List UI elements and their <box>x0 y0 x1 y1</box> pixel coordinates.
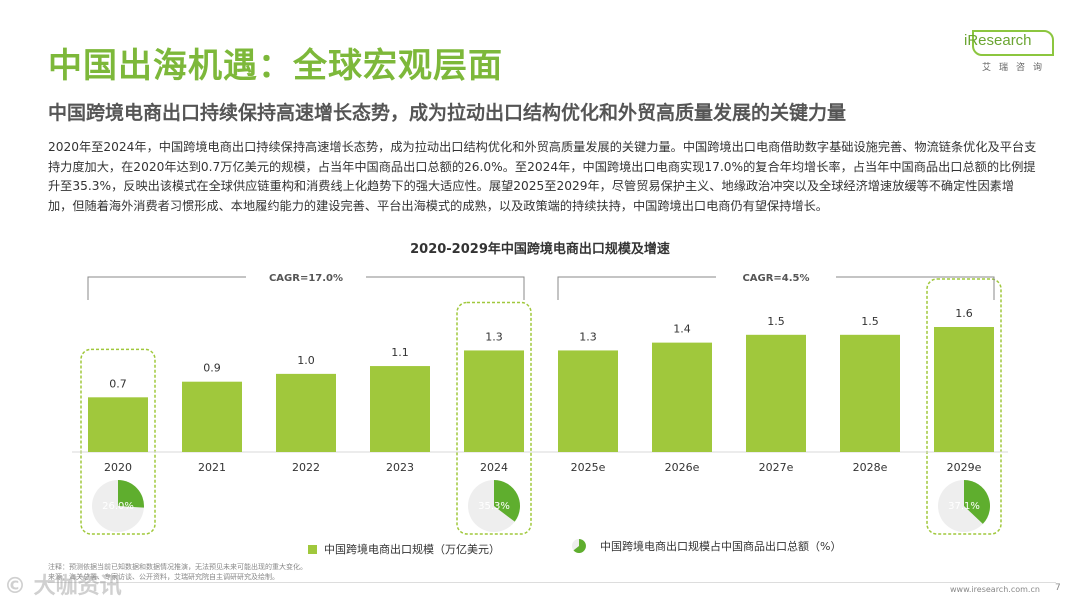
page-title: 中国出海机遇：全球宏观层面 <box>48 46 503 86</box>
bar-value-label-2025e: 1.3 <box>579 330 597 343</box>
body-paragraph: 2020年至2024年，中国跨境电商出口持续保持高速增长态势，成为拉动出口结构优… <box>48 140 1037 213</box>
legend-bar: 中国跨境电商出口规模（万亿美元） <box>308 541 500 557</box>
share-pie-slice-2029e <box>964 479 991 524</box>
bar-2023 <box>370 366 430 452</box>
x-tick-label-2021: 2021 <box>198 461 226 474</box>
bar-value-label-2028e: 1.5 <box>861 315 879 328</box>
legend-pie-label: 中国跨境电商出口规模占中国商品出口总额（%） <box>600 540 842 553</box>
share-pie-slice-2020 <box>118 479 145 508</box>
page-subtitle: 中国跨境电商出口持续保持高速增长态势，成为拉动出口结构优化和外贸高质量发展的关键… <box>48 102 847 124</box>
page-number: 7 <box>1055 583 1061 593</box>
highlight-frame-2024 <box>456 301 532 535</box>
x-tick-label-2026e: 2026e <box>665 461 700 474</box>
x-tick-label-2025e: 2025e <box>571 461 606 474</box>
bar-value-label-2023: 1.1 <box>391 346 409 359</box>
x-tick-label-2029e: 2029e <box>947 461 982 474</box>
share-pie-label-2024: 35.3% <box>478 501 510 512</box>
bar-value-label-2021: 0.9 <box>203 362 221 375</box>
x-tick-label-2023: 2023 <box>386 461 414 474</box>
legend-pie: 中国跨境电商出口规模占中国商品出口总额（%） <box>572 538 841 554</box>
cagr-bracket-left-0 <box>87 276 246 300</box>
logo-subtext: 艾瑞咨询 <box>982 63 1051 73</box>
share-pie-label-2029e: 37.1% <box>948 501 980 512</box>
bar-2028e <box>840 334 900 452</box>
cagr-bracket-left-1 <box>557 276 716 300</box>
x-tick-label-2027e: 2027e <box>759 461 794 474</box>
legend-bar-swatch <box>308 544 317 554</box>
cagr-label-0: CAGR=17.0% <box>269 273 343 284</box>
bar-value-label-2029e: 1.6 <box>955 307 973 320</box>
highlight-frame-2020 <box>80 348 156 535</box>
cagr-label-1: CAGR=4.5% <box>742 273 809 284</box>
share-pie-slice-2024 <box>494 480 521 522</box>
iresearch-logo: iResearch 艾瑞咨询 <box>962 30 1057 73</box>
logo-frame <box>972 30 1054 56</box>
chart-title: 2020-2029年中国跨境电商出口规模及增速 <box>410 242 670 257</box>
source-line: 来源：海关总署、专家访谈、公开资料，艾瑞研究院自主调研研究及绘制。 <box>48 573 279 581</box>
cagr-bracket-right-0 <box>366 276 525 300</box>
legend-bar-label: 中国跨境电商出口规模（万亿美元） <box>324 543 500 556</box>
note-line: 注释：预测依据当前已知数据和数据情况推演，无法预见未来可能出现的重大变化。 <box>48 563 307 571</box>
share-pie-label-2020: 26.0% <box>102 501 134 512</box>
x-tick-label-2022: 2022 <box>292 461 320 474</box>
bar-2025e <box>558 350 618 452</box>
footer-url: www.iresearch.com.cn <box>950 585 1040 594</box>
bar-2024 <box>464 350 524 452</box>
x-tick-label-2028e: 2028e <box>853 461 888 474</box>
bar-2021 <box>182 381 242 452</box>
bar-2029e <box>934 327 994 452</box>
logo-brand: iResearch <box>964 32 1032 49</box>
bar-value-label-2027e: 1.5 <box>767 315 785 328</box>
cagr-bracket-right-1 <box>836 276 995 300</box>
bar-value-label-2022: 1.0 <box>297 354 315 367</box>
bar-2026e <box>652 342 712 452</box>
bar-value-label-2020: 0.7 <box>109 377 127 390</box>
bar-2022 <box>276 373 336 452</box>
bar-2027e <box>746 334 806 452</box>
legend-pie-icon <box>572 539 586 553</box>
x-tick-label-2020: 2020 <box>104 461 132 474</box>
bar-value-label-2024: 1.3 <box>485 330 503 343</box>
highlight-frame-2029e <box>926 278 1002 535</box>
watermark: © 大咖资讯 <box>4 574 122 599</box>
bar-2020 <box>88 397 148 452</box>
bar-value-label-2026e: 1.4 <box>673 323 691 336</box>
x-tick-label-2024: 2024 <box>480 461 508 474</box>
footer-divider <box>48 582 1056 583</box>
